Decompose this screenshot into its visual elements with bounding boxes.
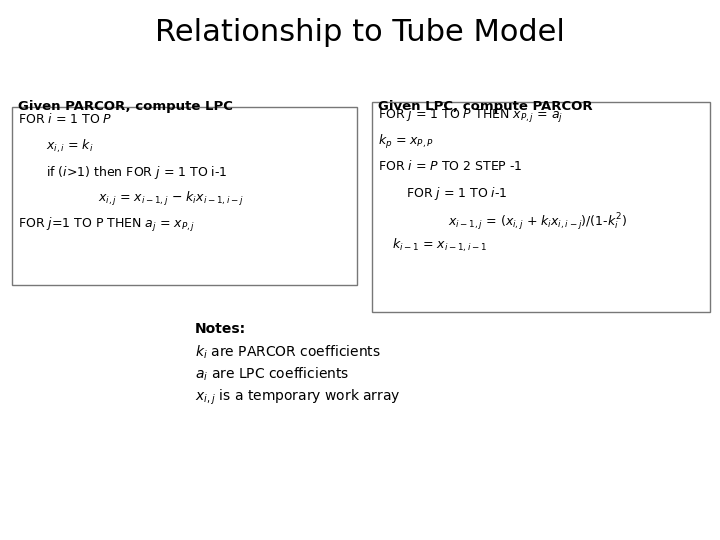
Text: $x_{i-1,j}$ = ($x_{i,j}$ + $k_i$$x_{i,i-j}$)/(1-$k_i^2$): $x_{i-1,j}$ = ($x_{i,j}$ + $k_i$$x_{i,i-… [448, 211, 627, 232]
Text: Relationship to Tube Model: Relationship to Tube Model [155, 18, 565, 47]
Text: FOR $j$ = $\mathit{1}$ TO $P$ THEN $x_{P,j}$ = $a_j$: FOR $j$ = $\mathit{1}$ TO $P$ THEN $x_{P… [378, 107, 563, 125]
Text: FOR $j$ = $\mathit{1}$ TO $i$-$\mathit{1}$: FOR $j$ = $\mathit{1}$ TO $i$-$\mathit{1… [406, 185, 508, 202]
Text: $x_{i,j}$ is a temporary work array: $x_{i,j}$ is a temporary work array [195, 388, 401, 407]
Bar [372, 102, 710, 312]
Text: $x_{i,i}$ = $k_i$: $x_{i,i}$ = $k_i$ [46, 138, 94, 156]
Text: $k_i$ are PARCOR coefficients: $k_i$ are PARCOR coefficients [195, 344, 381, 361]
Text: $k_{i-1}$ = $x_{i-1,i-1}$: $k_{i-1}$ = $x_{i-1,i-1}$ [392, 237, 487, 254]
Text: $a_i$ are LPC coefficients: $a_i$ are LPC coefficients [195, 366, 349, 383]
Text: FOR $j$=$\mathit{1}$ TO P THEN $a_j$ = $x_{P,j}$: FOR $j$=$\mathit{1}$ TO P THEN $a_j$ = $… [18, 216, 195, 234]
Text: Given LPC, compute PARCOR: Given LPC, compute PARCOR [378, 100, 593, 113]
Text: $x_{i,j}$ = $x_{i-1,j}$ $-$ $k_i$$x_{i-1,i-j}$: $x_{i,j}$ = $x_{i-1,j}$ $-$ $k_i$$x_{i-1… [98, 190, 244, 208]
Text: $k_p$ = $x_{P,P}$: $k_p$ = $x_{P,P}$ [378, 133, 434, 151]
Text: FOR $i$ = $\mathit{1}$ TO $P$: FOR $i$ = $\mathit{1}$ TO $P$ [18, 112, 112, 126]
Text: FOR $i$ = $P$ TO $\mathit{2}$ STEP -$\mathit{1}$: FOR $i$ = $P$ TO $\mathit{2}$ STEP -$\ma… [378, 159, 523, 173]
Bar [12, 107, 357, 285]
Text: Given PARCOR, compute LPC: Given PARCOR, compute LPC [18, 100, 233, 113]
Text: if ($i$>$\mathit{1}$) then FOR $j$ = $\mathit{1}$ TO i-$\mathit{1}$: if ($i$>$\mathit{1}$) then FOR $j$ = $\m… [46, 164, 228, 181]
Text: Notes:: Notes: [195, 322, 246, 336]
